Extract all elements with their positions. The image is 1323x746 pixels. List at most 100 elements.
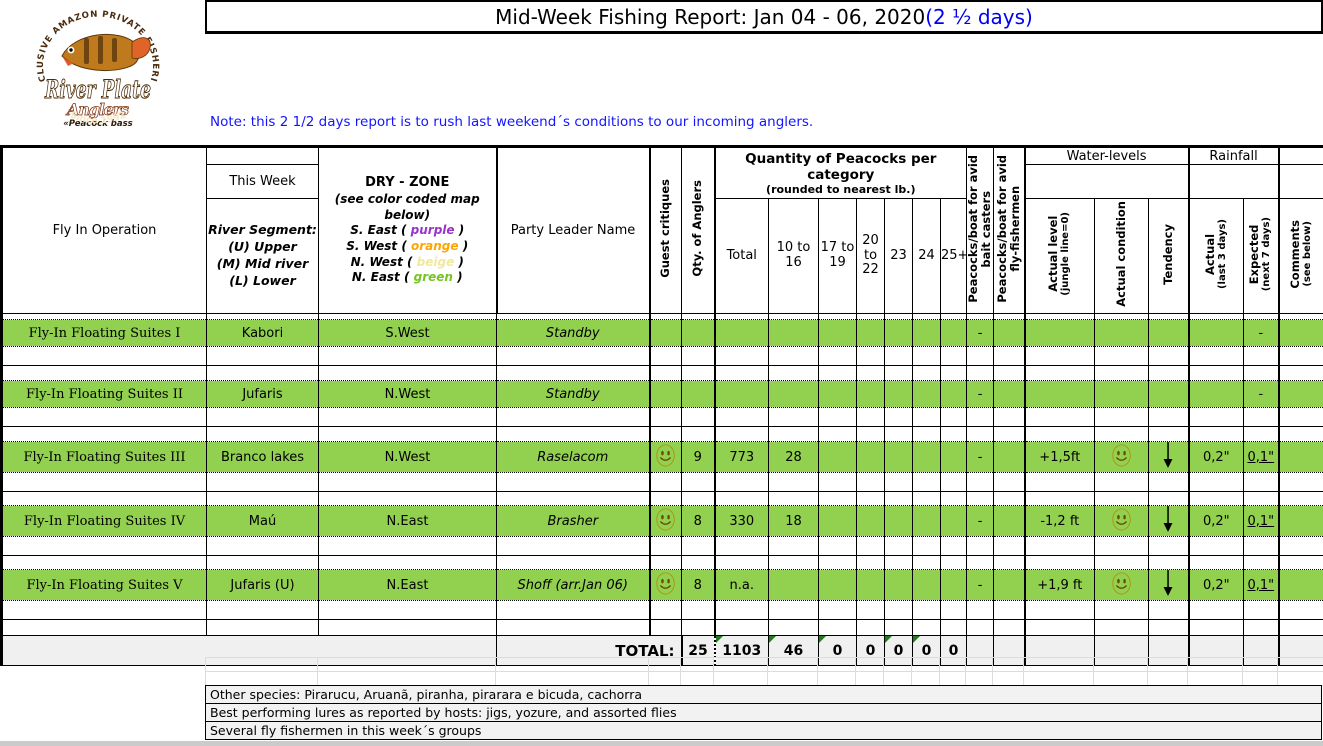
- header-blank-cell: [1277, 164, 1323, 199]
- footnote-other-species: Other species: Pirarucu, Aruanã, piranha…: [205, 685, 1322, 704]
- bait-casters-cell: -: [966, 441, 995, 473]
- window-edge: [0, 741, 1323, 746]
- footnotes: Other species: Pirarucu, Aruanã, piranha…: [205, 685, 1322, 740]
- report-title: Mid-Week Fishing Report: Jan 04 - 06, 20…: [205, 0, 1323, 34]
- column-header-river-segment: River Segment: (U) Upper (M) Mid river (…: [206, 198, 319, 314]
- comments-cell: [1277, 505, 1323, 537]
- green-corner-triangle-icon: [769, 636, 776, 643]
- fly-fishermen-cell: [993, 569, 1026, 601]
- water-level-cell: [1023, 380, 1096, 408]
- suite-row-3: Fly-In Floating Suites III Branco lakes …: [1, 441, 1323, 473]
- report-title-days: (2 ½ days): [925, 4, 1033, 29]
- column-header-dry-zone: DRY - ZONE (see color coded map below) S…: [318, 146, 497, 314]
- column-header-17-19: 17 to 19: [818, 198, 857, 314]
- report-note: Note: this 2 1/2 days report is to rush …: [210, 114, 814, 130]
- report-title-text: Mid-Week Fishing Report: Jan 04 - 06, 20…: [495, 4, 926, 29]
- condition-cell: [1094, 441, 1150, 473]
- critique-cell: [648, 319, 682, 347]
- spacer-row: [1, 491, 1323, 506]
- water-level-cell: +1,5ft: [1023, 441, 1096, 473]
- column-group-peacocks: Quantity of Peacocks per category (round…: [713, 146, 968, 199]
- header-blank-cell: [1277, 146, 1323, 165]
- party-leader-cell: Standby: [496, 319, 650, 347]
- critique-cell: [648, 441, 682, 473]
- column-header-actual-level: Actual level (jungle line=0): [1023, 198, 1096, 314]
- smiley-icon: [656, 572, 675, 595]
- column-header-tendency: Tendency: [1148, 198, 1190, 314]
- spacer-row: [1, 600, 1323, 620]
- down-arrow-icon: [1163, 442, 1173, 468]
- bait-casters-cell: -: [966, 319, 995, 347]
- zone-legend-sw: S. West ( orange ): [346, 238, 469, 253]
- suite-name: Fly-In Floating Suites II: [1, 380, 207, 408]
- river-plate-anglers-logo: EXCLUSIVE AMAZON PRIVATE FISHERIES River…: [22, 2, 172, 138]
- tendency-cell: [1148, 569, 1190, 601]
- logo-since-text: Since 1992: [68, 110, 127, 127]
- spacer-row: [1, 619, 1323, 636]
- suite-name: Fly-In Floating Suites IV: [1, 505, 207, 537]
- party-leader-cell: Raselacom: [496, 441, 650, 473]
- condition-cell: [1094, 569, 1150, 601]
- column-header-total: Total: [713, 198, 769, 314]
- this-week-label: This Week: [206, 164, 319, 199]
- header-row-3: River Segment: (U) Upper (M) Mid river (…: [2, 198, 1323, 314]
- bait-casters-cell: -: [966, 569, 995, 601]
- smiley-icon: [656, 508, 675, 531]
- water-level-cell: -1,2 ft: [1023, 505, 1096, 537]
- suite-name: Fly-In Floating Suites V: [1, 569, 207, 601]
- footnote-fly-fishermen: Several fly fishermen in this week´s gro…: [205, 721, 1322, 740]
- header-blank-cell: [1187, 164, 1280, 199]
- fishing-report-table: Fly In Operation DRY - ZONE (see color c…: [0, 145, 1323, 666]
- spacer-row: [1, 346, 1323, 366]
- header-row-1: Fly In Operation DRY - ZONE (see color c…: [1, 146, 1323, 314]
- critique-cell: [648, 505, 682, 537]
- smiley-icon: [1112, 444, 1131, 467]
- spacer-row: [1, 365, 1323, 381]
- fly-fishermen-cell: [993, 441, 1026, 473]
- water-level-cell: [1023, 319, 1096, 347]
- column-header-10-16: 10 to 16: [768, 198, 819, 314]
- condition-cell: [1094, 319, 1150, 347]
- river-segment-cell: Maú: [206, 505, 319, 537]
- suite-row-1: Fly-In Floating Suites I Kabori S.West S…: [1, 319, 1323, 347]
- suite-row-5: Fly-In Floating Suites V Jufaris (U) N.E…: [1, 569, 1323, 601]
- sheet-gridlines: [0, 657, 1323, 686]
- column-header-bait-casters: Peacocks/boat for avid bait casters: [966, 146, 995, 314]
- tendency-cell: [1148, 380, 1190, 408]
- smiley-icon: [1112, 508, 1131, 531]
- zone-cell: N.West: [318, 441, 497, 473]
- logo-tagline: «Peacock bass: [63, 119, 133, 129]
- suite-row-4: Fly-In Floating Suites IV Maú N.East Bra…: [1, 505, 1323, 537]
- spacer-row: [1, 313, 1323, 320]
- fly-fishermen-cell: [993, 380, 1026, 408]
- column-header-24: 24: [912, 198, 941, 314]
- column-header-party-leader: Party Leader Name: [495, 146, 650, 314]
- party-leader-cell: Standby: [496, 380, 650, 408]
- column-header-actual-condition: Actual condition: [1094, 198, 1150, 314]
- footnote-lures: Best performing lures as reported by hos…: [205, 703, 1322, 722]
- header-blank-cell: [206, 146, 319, 165]
- water-level-cell: +1,9 ft: [1023, 569, 1096, 601]
- column-header-operation: Fly In Operation: [1, 146, 207, 314]
- peacock-bass-icon: [61, 33, 151, 72]
- column-header-23: 23: [884, 198, 913, 314]
- column-header-20-22: 20 to 22: [856, 198, 885, 314]
- green-corner-triangle-icon: [716, 636, 723, 643]
- tendency-cell: [1148, 441, 1190, 473]
- river-segment-cell: Jufaris (U): [206, 569, 319, 601]
- zone-cell: N.East: [318, 505, 497, 537]
- zone-legend-se: S. East ( purple ): [350, 223, 465, 238]
- tendency-cell: [1148, 505, 1190, 537]
- logo-name1: River Plate: [44, 75, 151, 104]
- zone-cell: N.East: [318, 569, 497, 601]
- zone-legend-nw: N. West ( beige ): [350, 254, 464, 269]
- smiley-icon: [656, 444, 675, 467]
- river-segment-cell: Branco lakes: [206, 441, 319, 473]
- zone-legend-ne: N. East ( green ): [351, 270, 463, 285]
- column-header-guest-critiques: Guest critiques: [648, 146, 682, 314]
- party-leader-cell: Shoff (arr.Jan 06): [496, 569, 650, 601]
- column-header-fly-fishermen: Peacocks/boat for avid fly-fishermen: [993, 146, 1026, 314]
- column-group-water-levels: Water-levels: [1023, 146, 1190, 165]
- spacer-row: [1, 536, 1323, 556]
- comments-cell: [1277, 569, 1323, 601]
